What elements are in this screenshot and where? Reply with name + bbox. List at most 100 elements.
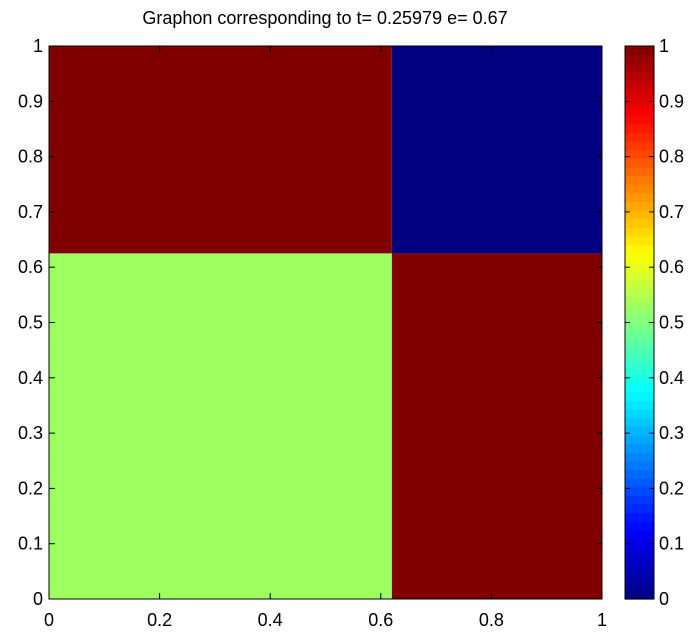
colorbar-band <box>625 296 654 306</box>
colorbar-tick-label: 0.8 <box>659 147 684 167</box>
colorbar <box>625 46 654 600</box>
colorbar-band <box>625 322 654 332</box>
y-axis: 0 0.1 0.2 0.3 0.4 0.5 0.6 0.7 0.8 0.9 1 <box>18 36 602 609</box>
colorbar-band <box>625 434 654 445</box>
colorbar-band <box>625 374 654 384</box>
colorbar-band <box>625 426 654 436</box>
y-tick-label: 0.9 <box>18 91 43 111</box>
colorbar-band <box>625 158 654 168</box>
colorbar-band <box>625 279 654 289</box>
colorbar-band <box>625 236 654 246</box>
colorbar-tick-label: 0.2 <box>659 478 684 498</box>
x-tick-label: 0.2 <box>147 610 172 630</box>
colorbar-band <box>625 408 654 419</box>
colorbar-band <box>625 486 654 496</box>
colorbar-band <box>625 391 654 401</box>
y-tick-label: 0.5 <box>18 313 43 333</box>
chart-title: Graphon corresponding to t= 0.25979 e= 0… <box>142 8 507 28</box>
heatmap-cell-r1-c0 <box>49 46 392 254</box>
colorbar-band <box>625 382 654 393</box>
colorbar-band <box>625 244 654 254</box>
colorbar-band <box>625 400 654 410</box>
colorbar-band <box>625 149 654 159</box>
x-axis: 0 0.2 0.4 0.6 0.8 1 <box>44 46 607 630</box>
colorbar-band <box>625 54 654 64</box>
colorbar-band <box>625 521 654 531</box>
y-tick-label: 1 <box>33 36 43 56</box>
colorbar-band <box>625 115 654 125</box>
heatmap-cells <box>49 46 602 599</box>
y-tick-label: 0.7 <box>18 202 43 222</box>
colorbar-tick-label: 0 <box>659 589 669 609</box>
colorbar-band <box>625 210 654 220</box>
colorbar-band <box>625 63 654 73</box>
colorbar-tick-label: 0.4 <box>659 368 684 388</box>
colorbar-band <box>625 184 654 194</box>
x-tick-label: 1 <box>597 610 607 630</box>
colorbar-band <box>625 313 654 324</box>
colorbar-band <box>625 141 654 151</box>
y-tick-label: 0.6 <box>18 257 43 277</box>
colorbar-band <box>625 564 654 574</box>
colorbar-band <box>625 495 654 505</box>
colorbar-band <box>625 192 654 203</box>
colorbar-band <box>625 132 654 142</box>
colorbar-band <box>625 581 654 591</box>
colorbar-tick-label: 0.7 <box>659 202 684 222</box>
colorbar-band <box>625 270 654 280</box>
colorbar-band <box>625 529 654 540</box>
colorbar-band <box>625 218 654 229</box>
colorbar-band <box>625 97 654 108</box>
x-tick-label: 0 <box>44 610 54 630</box>
colorbar-band <box>625 460 654 470</box>
y-tick-label: 0.2 <box>18 478 43 498</box>
colorbar-tick-label: 0.6 <box>659 257 684 277</box>
colorbar-band <box>625 538 654 548</box>
colorbar-tick-label: 0.1 <box>659 534 684 554</box>
colorbar-band <box>625 417 654 427</box>
x-tick-label: 0.4 <box>258 610 283 630</box>
heatmap-cell-r0-c1 <box>391 253 602 599</box>
colorbar-band <box>625 590 654 600</box>
heatmap-cell-r0-c0 <box>49 253 392 599</box>
colorbar-band <box>625 287 654 298</box>
colorbar-band <box>625 339 654 350</box>
colorbar-tick-label: 0.3 <box>659 423 684 443</box>
y-tick-label: 0.4 <box>18 368 43 388</box>
colorbar-tick-label: 0.5 <box>659 313 684 333</box>
colorbar-band <box>625 555 654 566</box>
colorbar-band <box>625 89 654 99</box>
x-tick-label: 0.8 <box>479 610 504 630</box>
colorbar-band <box>625 71 654 82</box>
colorbar-band <box>625 175 654 185</box>
colorbar-band <box>625 106 654 116</box>
colorbar-band <box>625 452 654 462</box>
colorbar-band <box>625 80 654 90</box>
colorbar-band <box>625 365 654 375</box>
colorbar-tick-label: 1 <box>659 36 669 56</box>
colorbar-band <box>625 262 654 272</box>
colorbar-band <box>625 478 654 488</box>
colorbar-tick-label: 0.9 <box>659 91 684 111</box>
colorbar-band <box>625 46 654 56</box>
colorbar-band <box>625 305 654 315</box>
colorbar-band <box>625 227 654 237</box>
colorbar-band <box>625 201 654 211</box>
colorbar-band <box>625 357 654 367</box>
colorbar-band <box>625 253 654 263</box>
colorbar-band <box>625 331 654 341</box>
y-tick-label: 0 <box>33 589 43 609</box>
colorbar-band <box>625 469 654 479</box>
colorbar-band <box>625 547 654 557</box>
colorbar-band <box>625 348 654 358</box>
y-tick-label: 0.1 <box>18 534 43 554</box>
colorbar-band <box>625 443 654 453</box>
colorbar-band <box>625 512 654 522</box>
colorbar-band <box>625 123 654 134</box>
colorbar-band <box>625 503 654 514</box>
heatmap-cell-r1-c1 <box>391 46 602 254</box>
colorbar-band <box>625 166 654 177</box>
y-tick-label: 0.3 <box>18 423 43 443</box>
y-tick-label: 0.8 <box>18 147 43 167</box>
